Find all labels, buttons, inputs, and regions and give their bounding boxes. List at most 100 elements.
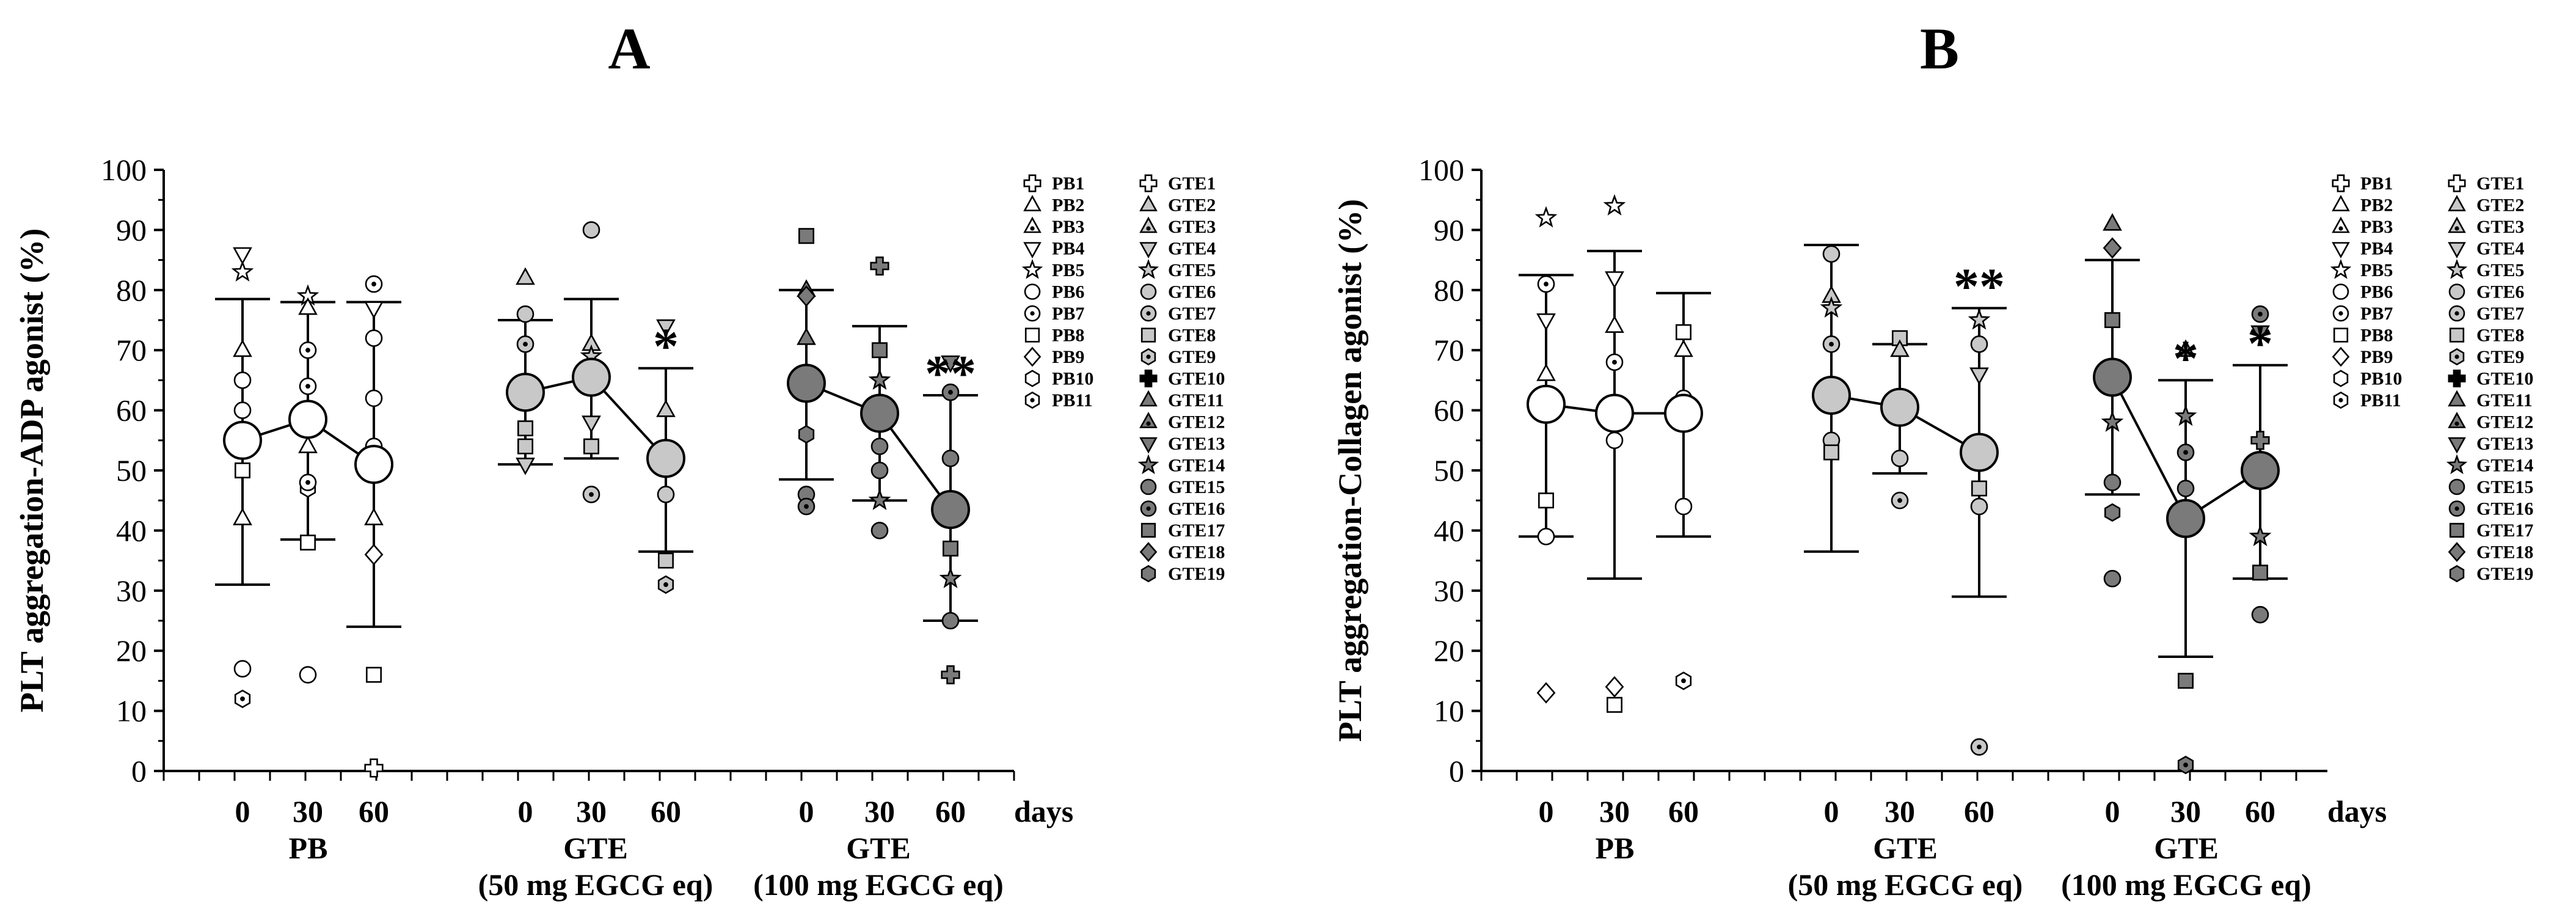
data-point-circle-dot — [2251, 305, 2269, 323]
y-tick-label: 70 — [1434, 333, 1464, 367]
data-point-circle-dot — [299, 473, 317, 491]
mean-marker — [2241, 451, 2280, 490]
data-point-star — [1968, 308, 1991, 330]
legend-label: GTE5 — [2476, 260, 2524, 280]
x-tick-label: 0 — [2105, 794, 2120, 828]
mean-marker — [2093, 357, 2132, 397]
panel-letter: A — [608, 16, 650, 81]
group-sublabel: (100 mg EGCG eq) — [2061, 868, 2311, 902]
legend-marker — [1140, 500, 1157, 517]
legend-label: GTE12 — [2476, 412, 2533, 433]
legend-marker — [2448, 305, 2465, 322]
legend-label: GTE10 — [1168, 369, 1225, 389]
legend-marker — [1024, 283, 1041, 300]
x-tick-label: 0 — [799, 794, 814, 828]
legend-marker — [1024, 370, 1040, 387]
x-unit-label: days — [1014, 794, 1073, 828]
legend-marker — [2448, 390, 2466, 407]
x-tick-label: 60 — [359, 794, 389, 828]
legend-marker — [2449, 564, 2465, 583]
legend-label: PB6 — [1052, 282, 1084, 302]
legend-marker — [2330, 258, 2352, 279]
legend-label: GTE11 — [1168, 390, 1224, 411]
data-point-circle — [299, 666, 317, 684]
legend-label: GTE1 — [1168, 174, 1216, 194]
mean-marker — [1664, 393, 1703, 433]
legend-label: GTE2 — [1168, 195, 1216, 216]
data-point-circle — [233, 371, 252, 389]
data-point-square — [517, 420, 533, 437]
legend-label: GTE15 — [1168, 477, 1225, 497]
legend-marker — [2332, 283, 2349, 300]
data-point-square — [2104, 312, 2121, 328]
data-point-star — [1534, 206, 1558, 228]
legend-marker — [1024, 391, 1040, 409]
data-point-triangle-up — [1890, 339, 1910, 357]
x-tick-label: 30 — [293, 794, 323, 828]
data-point-hexagon — [2104, 503, 2121, 522]
legend-marker — [2448, 542, 2466, 562]
legend-marker — [2448, 283, 2465, 300]
legend-label: PB9 — [2360, 347, 2393, 367]
y-tick-label: 20 — [116, 634, 147, 668]
data-point-triangle-up — [2176, 339, 2195, 357]
significance-mark: * — [653, 318, 679, 375]
legend-label: PB2 — [1052, 195, 1084, 216]
x-tick-label: 30 — [576, 794, 607, 828]
mean-marker — [572, 357, 611, 397]
legend-label: PB9 — [1052, 347, 1084, 367]
data-point-circle — [941, 450, 960, 467]
data-point-square — [2252, 564, 2269, 581]
data-point-square — [583, 438, 599, 455]
data-point-circle — [233, 660, 252, 678]
data-point-circle — [870, 461, 889, 480]
y-tick-label: 30 — [1434, 574, 1464, 608]
y-axis-title: PLT aggregation-Collagen agonist (%) — [1332, 199, 1368, 742]
data-point-square — [1823, 444, 1840, 461]
data-point-diamond — [2103, 237, 2122, 259]
legend-label: GTE9 — [1168, 347, 1216, 367]
x-tick-label: 30 — [1885, 794, 1915, 828]
data-point-hexagon — [798, 425, 815, 444]
group-sublabel: (50 mg EGCG eq) — [1788, 868, 2023, 902]
data-point-hexagon-dot — [234, 689, 251, 709]
x-tick-label: 30 — [864, 794, 895, 828]
data-point-star — [2249, 524, 2272, 546]
legend-marker — [2446, 258, 2468, 279]
data-point-circle-dot — [2176, 444, 2195, 461]
data-point-square — [234, 462, 250, 478]
data-point-square — [1971, 480, 1988, 497]
legend-label: GTE5 — [1168, 260, 1216, 280]
data-point-triangle-up — [233, 339, 252, 357]
legend-marker — [2332, 195, 2350, 211]
data-point-triangle-down — [233, 247, 252, 265]
legend-marker — [2333, 391, 2349, 409]
legend-label: PB7 — [2360, 304, 2393, 324]
legend-marker — [2448, 437, 2466, 454]
data-point-star — [1820, 296, 1843, 318]
data-point-star — [868, 368, 891, 390]
legend-marker — [2332, 346, 2350, 367]
data-point-triangle-up — [797, 327, 816, 345]
legend-marker — [1140, 478, 1157, 495]
data-point-triangle-up — [364, 508, 384, 525]
legend-marker — [1023, 216, 1042, 233]
legend-marker — [2448, 500, 2465, 517]
legend-label: PB11 — [1052, 390, 1093, 411]
significance-mark: ** — [1954, 258, 2005, 315]
mean-marker — [860, 393, 899, 433]
data-point-circle — [657, 486, 675, 503]
y-tick-label: 80 — [1434, 273, 1464, 307]
data-point-circle-dot — [365, 275, 383, 293]
x-tick-label: 0 — [235, 794, 250, 828]
data-point-triangle-down — [582, 415, 601, 433]
x-tick-label: 0 — [1539, 794, 1554, 828]
legend-label: GTE8 — [2476, 326, 2524, 346]
y-tick-label: 10 — [1434, 694, 1464, 728]
legend-label: GTE18 — [1168, 543, 1225, 563]
y-axis-title: PLT aggregation-ADP agonist (%) — [13, 228, 50, 713]
data-point-circle — [1605, 431, 1624, 450]
data-point-square — [872, 342, 888, 359]
y-tick-label: 10 — [116, 694, 147, 728]
legend-label: GTE7 — [2476, 304, 2524, 324]
